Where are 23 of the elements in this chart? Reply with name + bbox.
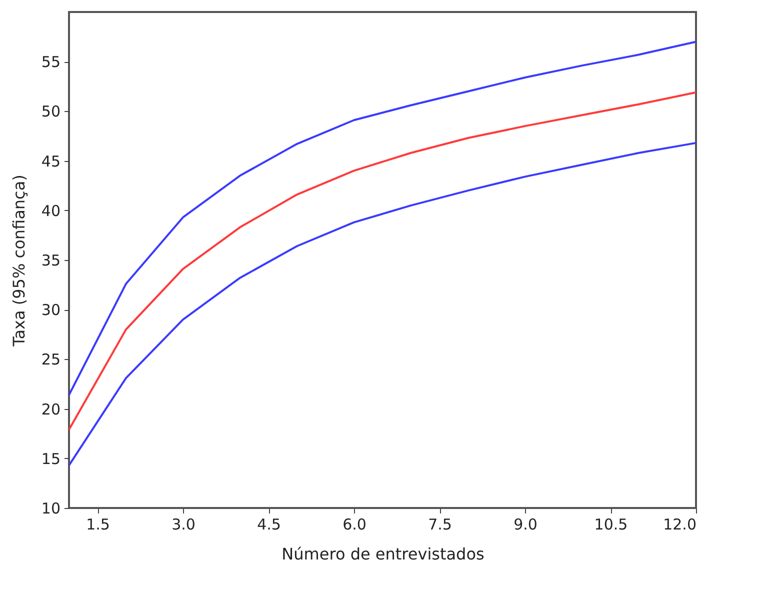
x-tick-label: 6.0 bbox=[342, 516, 366, 534]
x-tick-label: 1.5 bbox=[86, 516, 110, 534]
y-tick-label: 40 bbox=[41, 202, 60, 220]
line-series bbox=[68, 91, 697, 431]
y-tick-label: 55 bbox=[41, 53, 60, 72]
x-tick-label: 3.0 bbox=[172, 516, 196, 534]
x-axis-title: Número de entrevistados bbox=[282, 544, 484, 564]
y-tick-label: 20 bbox=[41, 400, 60, 418]
y-tick-label: 50 bbox=[41, 102, 60, 121]
y-tick-label: 25 bbox=[41, 350, 60, 369]
x-tick-label: 7.5 bbox=[428, 516, 452, 534]
y-tick-label: 15 bbox=[41, 450, 60, 468]
y-tick-label: 10 bbox=[41, 500, 60, 518]
x-tick-label: 9.0 bbox=[514, 516, 538, 534]
y-tick-label: 35 bbox=[41, 252, 60, 270]
y-tick-label: 45 bbox=[41, 152, 60, 170]
line-series bbox=[68, 40, 697, 396]
y-axis-title: Taxa (95% confiança) bbox=[9, 174, 28, 348]
x-tick-label: 12.0 bbox=[663, 516, 696, 534]
x-tick-label: 4.5 bbox=[257, 516, 281, 534]
x-tick-label: 10.5 bbox=[594, 516, 628, 534]
y-tick-label: 30 bbox=[41, 301, 60, 320]
line-series bbox=[68, 142, 697, 466]
